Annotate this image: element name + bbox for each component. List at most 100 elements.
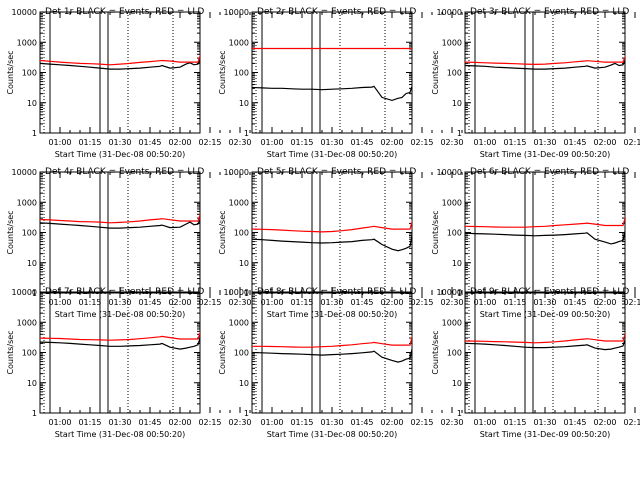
x-tick-label: 01:00 [48, 138, 71, 147]
x-tick-label: 01:45 [350, 298, 373, 307]
events-series-line [40, 218, 200, 229]
x-axis-label: Start Time (31-Dec-09 00:50:20) [480, 430, 611, 439]
x-tick-label: 01:30 [533, 298, 556, 307]
events-series-line [465, 229, 625, 245]
y-tick-label: 10 [452, 99, 462, 108]
x-tick-label: 02:00 [593, 418, 616, 427]
y-tick-label: 1000 [229, 198, 249, 207]
y-tick-label: 10000 [437, 288, 462, 297]
x-tick-label: 02:00 [593, 138, 616, 147]
x-tick-label: 02:00 [380, 138, 403, 147]
y-tick-label: 10 [27, 259, 37, 268]
plot-area [465, 292, 625, 413]
x-tick-label: 01:30 [320, 138, 343, 147]
plot-area [252, 172, 412, 293]
plot-frame [39, 171, 201, 294]
x-tick-label: 02:30 [440, 418, 463, 427]
x-axis-label: Start Time (31-Dec-08 00:50:20) [55, 310, 186, 319]
y-tick-label: 1000 [17, 38, 37, 47]
y-tick-label: 1 [32, 409, 37, 418]
y-axis-label: Counts/sec [6, 210, 15, 254]
plot-area [252, 12, 412, 133]
x-tick-label: 01:30 [108, 298, 131, 307]
x-tick-label: 02:30 [440, 138, 463, 147]
x-tick-label: 02:15 [198, 418, 221, 427]
x-tick-label: 01:30 [533, 138, 556, 147]
plot-area [40, 12, 200, 133]
plot-frame [39, 11, 201, 134]
y-tick-label: 1 [244, 289, 249, 298]
y-axis-label: Counts/sec [431, 210, 440, 254]
y-tick-label: 100 [234, 349, 249, 358]
y-tick-label: 1 [244, 409, 249, 418]
y-tick-label: 10000 [12, 168, 37, 177]
x-tick-label: 01:30 [533, 418, 556, 427]
x-tick-label: 02:15 [623, 298, 640, 307]
x-tick-label: 02:00 [380, 298, 403, 307]
events-series-line [40, 58, 200, 70]
x-tick-label: 01:45 [563, 418, 586, 427]
x-tick-label: 01:45 [563, 138, 586, 147]
events-series-line [465, 338, 625, 351]
x-tick-label: 02:00 [593, 298, 616, 307]
x-tick-label: 02:15 [198, 298, 221, 307]
x-tick-label: 02:00 [168, 138, 191, 147]
plot-area [465, 12, 625, 133]
y-tick-label: 10000 [224, 8, 249, 17]
x-tick-label: 01:00 [260, 418, 283, 427]
y-tick-label: 10 [239, 379, 249, 388]
y-tick-label: 1 [457, 129, 462, 138]
x-tick-label: 02:30 [228, 138, 251, 147]
x-axis-label: Start Time (31-Dec-08 00:50:20) [267, 430, 398, 439]
x-tick-label: 01:00 [48, 418, 71, 427]
lld-series-line [465, 54, 625, 66]
y-tick-label: 1000 [442, 38, 462, 47]
events-series-line [40, 336, 200, 350]
y-tick-label: 100 [447, 229, 462, 238]
y-tick-label: 1 [32, 289, 37, 298]
events-series-line [252, 84, 412, 102]
lld-series-line [252, 219, 412, 233]
y-tick-label: 1000 [442, 198, 462, 207]
y-tick-label: 100 [234, 229, 249, 238]
x-tick-label: 02:00 [168, 418, 191, 427]
y-axis-label: Counts/sec [218, 50, 227, 94]
lld-series-line [252, 335, 412, 348]
y-tick-label: 1000 [229, 38, 249, 47]
y-tick-label: 100 [22, 349, 37, 358]
y-tick-label: 1000 [17, 198, 37, 207]
y-tick-label: 100 [234, 69, 249, 78]
x-tick-label: 01:45 [138, 298, 161, 307]
x-tick-label: 01:00 [473, 418, 496, 427]
y-axis-label: Counts/sec [431, 50, 440, 94]
x-tick-label: 01:15 [290, 418, 313, 427]
plot-area [252, 292, 412, 413]
lld-series-line [40, 330, 200, 341]
y-axis-label: Counts/sec [6, 330, 15, 374]
x-tick-label: 01:30 [320, 298, 343, 307]
y-tick-label: 1 [457, 289, 462, 298]
lld-series-line [465, 332, 625, 344]
y-tick-label: 10000 [224, 168, 249, 177]
x-tick-label: 01:45 [350, 418, 373, 427]
x-tick-label: 01:15 [78, 418, 101, 427]
x-tick-label: 01:45 [350, 138, 373, 147]
y-tick-label: 1 [32, 129, 37, 138]
lld-series-line [252, 47, 412, 50]
y-tick-label: 10000 [12, 8, 37, 17]
y-tick-label: 10 [452, 379, 462, 388]
plot-frame [464, 171, 626, 294]
y-tick-label: 1 [244, 129, 249, 138]
x-tick-label: 02:15 [410, 298, 433, 307]
x-tick-label: 01:15 [78, 298, 101, 307]
x-tick-label: 02:30 [440, 298, 463, 307]
x-tick-label: 01:15 [503, 298, 526, 307]
x-axis-label: Start Time (31-Dec-09 00:50:20) [480, 310, 611, 319]
x-tick-label: 01:15 [503, 418, 526, 427]
